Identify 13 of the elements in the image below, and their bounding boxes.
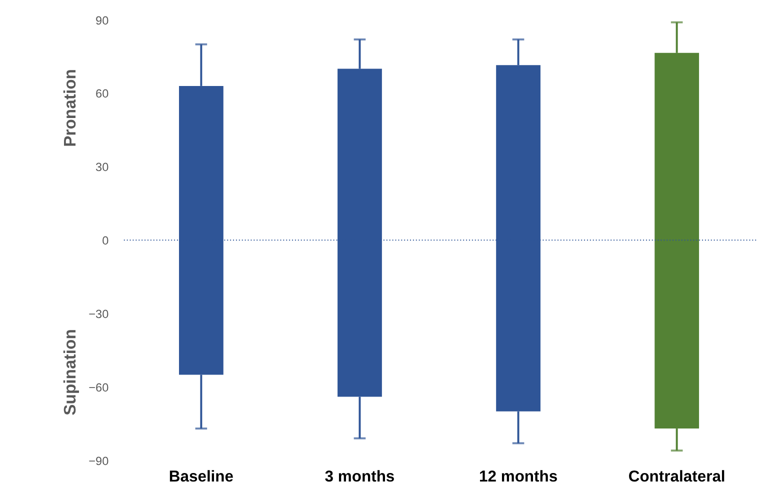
y-tick-label: −90 (88, 454, 110, 468)
x-tick-label: 3 months (324, 468, 395, 486)
text: Supination (60, 329, 80, 416)
y-tick-label: 0 (102, 234, 110, 248)
y-tick-label: 60 (96, 88, 110, 101)
y-axis-title: Pronation (60, 68, 80, 147)
x-tick-label: Contralateral (628, 468, 726, 486)
y-tick-label: 90 (96, 14, 110, 28)
y-tick-label: −60 (88, 381, 110, 394)
x-tick-label: 12 months (478, 468, 558, 486)
y-tick-label: −30 (88, 308, 110, 321)
x-tick-label: Baseline (168, 468, 234, 486)
y-tick-label: 30 (96, 161, 110, 174)
